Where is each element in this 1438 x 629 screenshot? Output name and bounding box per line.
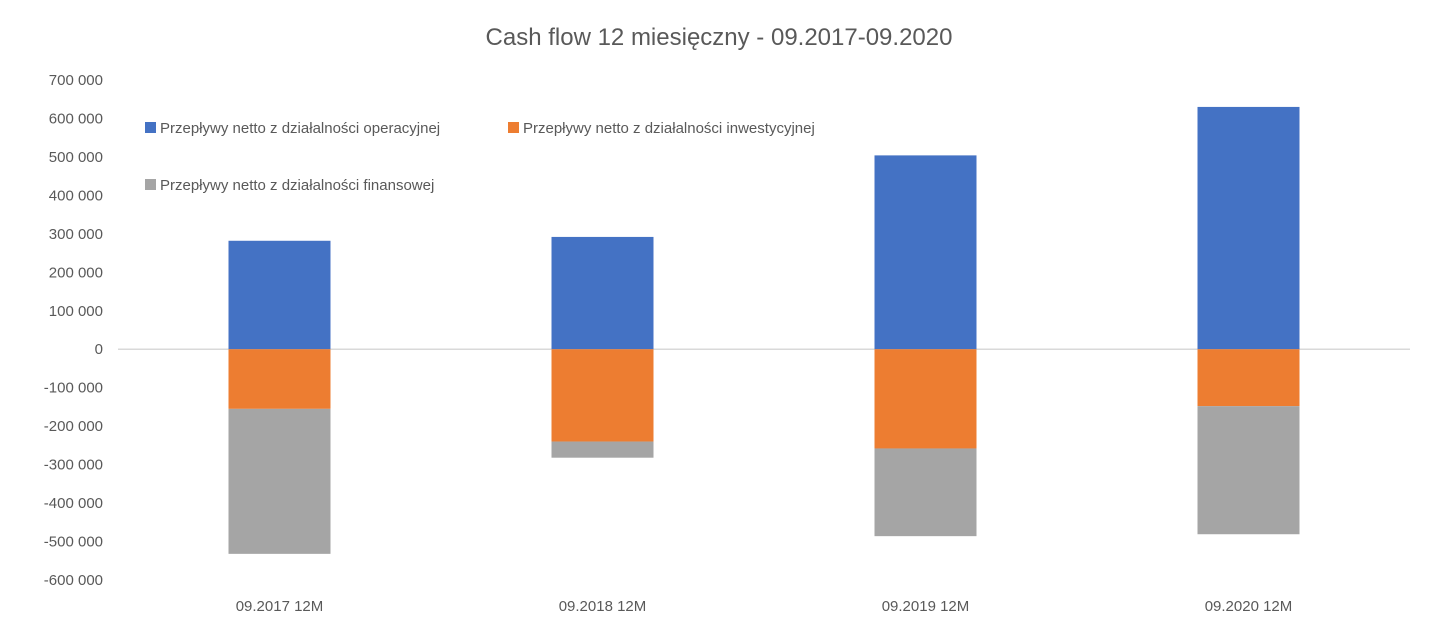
bars [228, 106, 1300, 554]
y-tick-label: -100 000 [44, 380, 103, 397]
chart-title: Cash flow 12 miesięczny - 09.2017-09.202… [486, 24, 953, 51]
y-tick-label: -500 000 [44, 534, 103, 551]
legend-label-2: Przepływy netto z działalności inwestycy… [523, 120, 815, 137]
y-tick-label: 400 000 [49, 187, 103, 204]
bar-1-3 [874, 155, 977, 350]
bar-2-1 [228, 349, 331, 409]
y-tick-label: -600 000 [44, 572, 103, 589]
y-tick-label: 500 000 [49, 149, 103, 166]
legend: Przepływy netto z działalności operacyjn… [145, 120, 815, 194]
x-category-label: 09.2020 12M [1205, 598, 1293, 615]
y-tick-label: 600 000 [49, 110, 103, 127]
bar-1-1 [228, 240, 331, 350]
bar-3-4 [1197, 406, 1300, 535]
bar-2-4 [1197, 349, 1300, 407]
legend-label-3: Przepływy netto z działalności finansowe… [160, 177, 434, 194]
x-category-label: 09.2019 12M [882, 598, 970, 615]
legend-swatch-1 [145, 122, 156, 133]
x-category-label: 09.2018 12M [559, 598, 647, 615]
y-tick-label: 300 000 [49, 226, 103, 243]
legend-label-1: Przepływy netto z działalności operacyjn… [160, 120, 440, 137]
bar-1-4 [1197, 106, 1300, 350]
y-tick-label: -400 000 [44, 495, 103, 512]
y-tick-label: -300 000 [44, 457, 103, 474]
x-category-label: 09.2017 12M [236, 598, 324, 615]
bar-3-2 [551, 441, 654, 458]
y-tick-label: 0 [95, 341, 103, 358]
y-tick-label: 200 000 [49, 264, 103, 281]
bar-2-2 [551, 349, 654, 442]
bar-2-3 [874, 349, 977, 449]
y-tick-label: -200 000 [44, 418, 103, 435]
legend-swatch-2 [508, 122, 519, 133]
bar-1-2 [551, 236, 654, 350]
bar-3-1 [228, 408, 331, 554]
x-axis-labels: 09.2017 12M 09.2018 12M 09.2019 12M 09.2020… [236, 598, 1293, 615]
y-tick-label: 700 000 [49, 72, 103, 89]
y-axis-ticks: 700 000 600 000 500 000 400 000 300 000 200 0… [44, 72, 103, 589]
bar-3-3 [874, 448, 977, 537]
y-tick-label: 100 000 [49, 303, 103, 320]
legend-swatch-3 [145, 179, 156, 190]
